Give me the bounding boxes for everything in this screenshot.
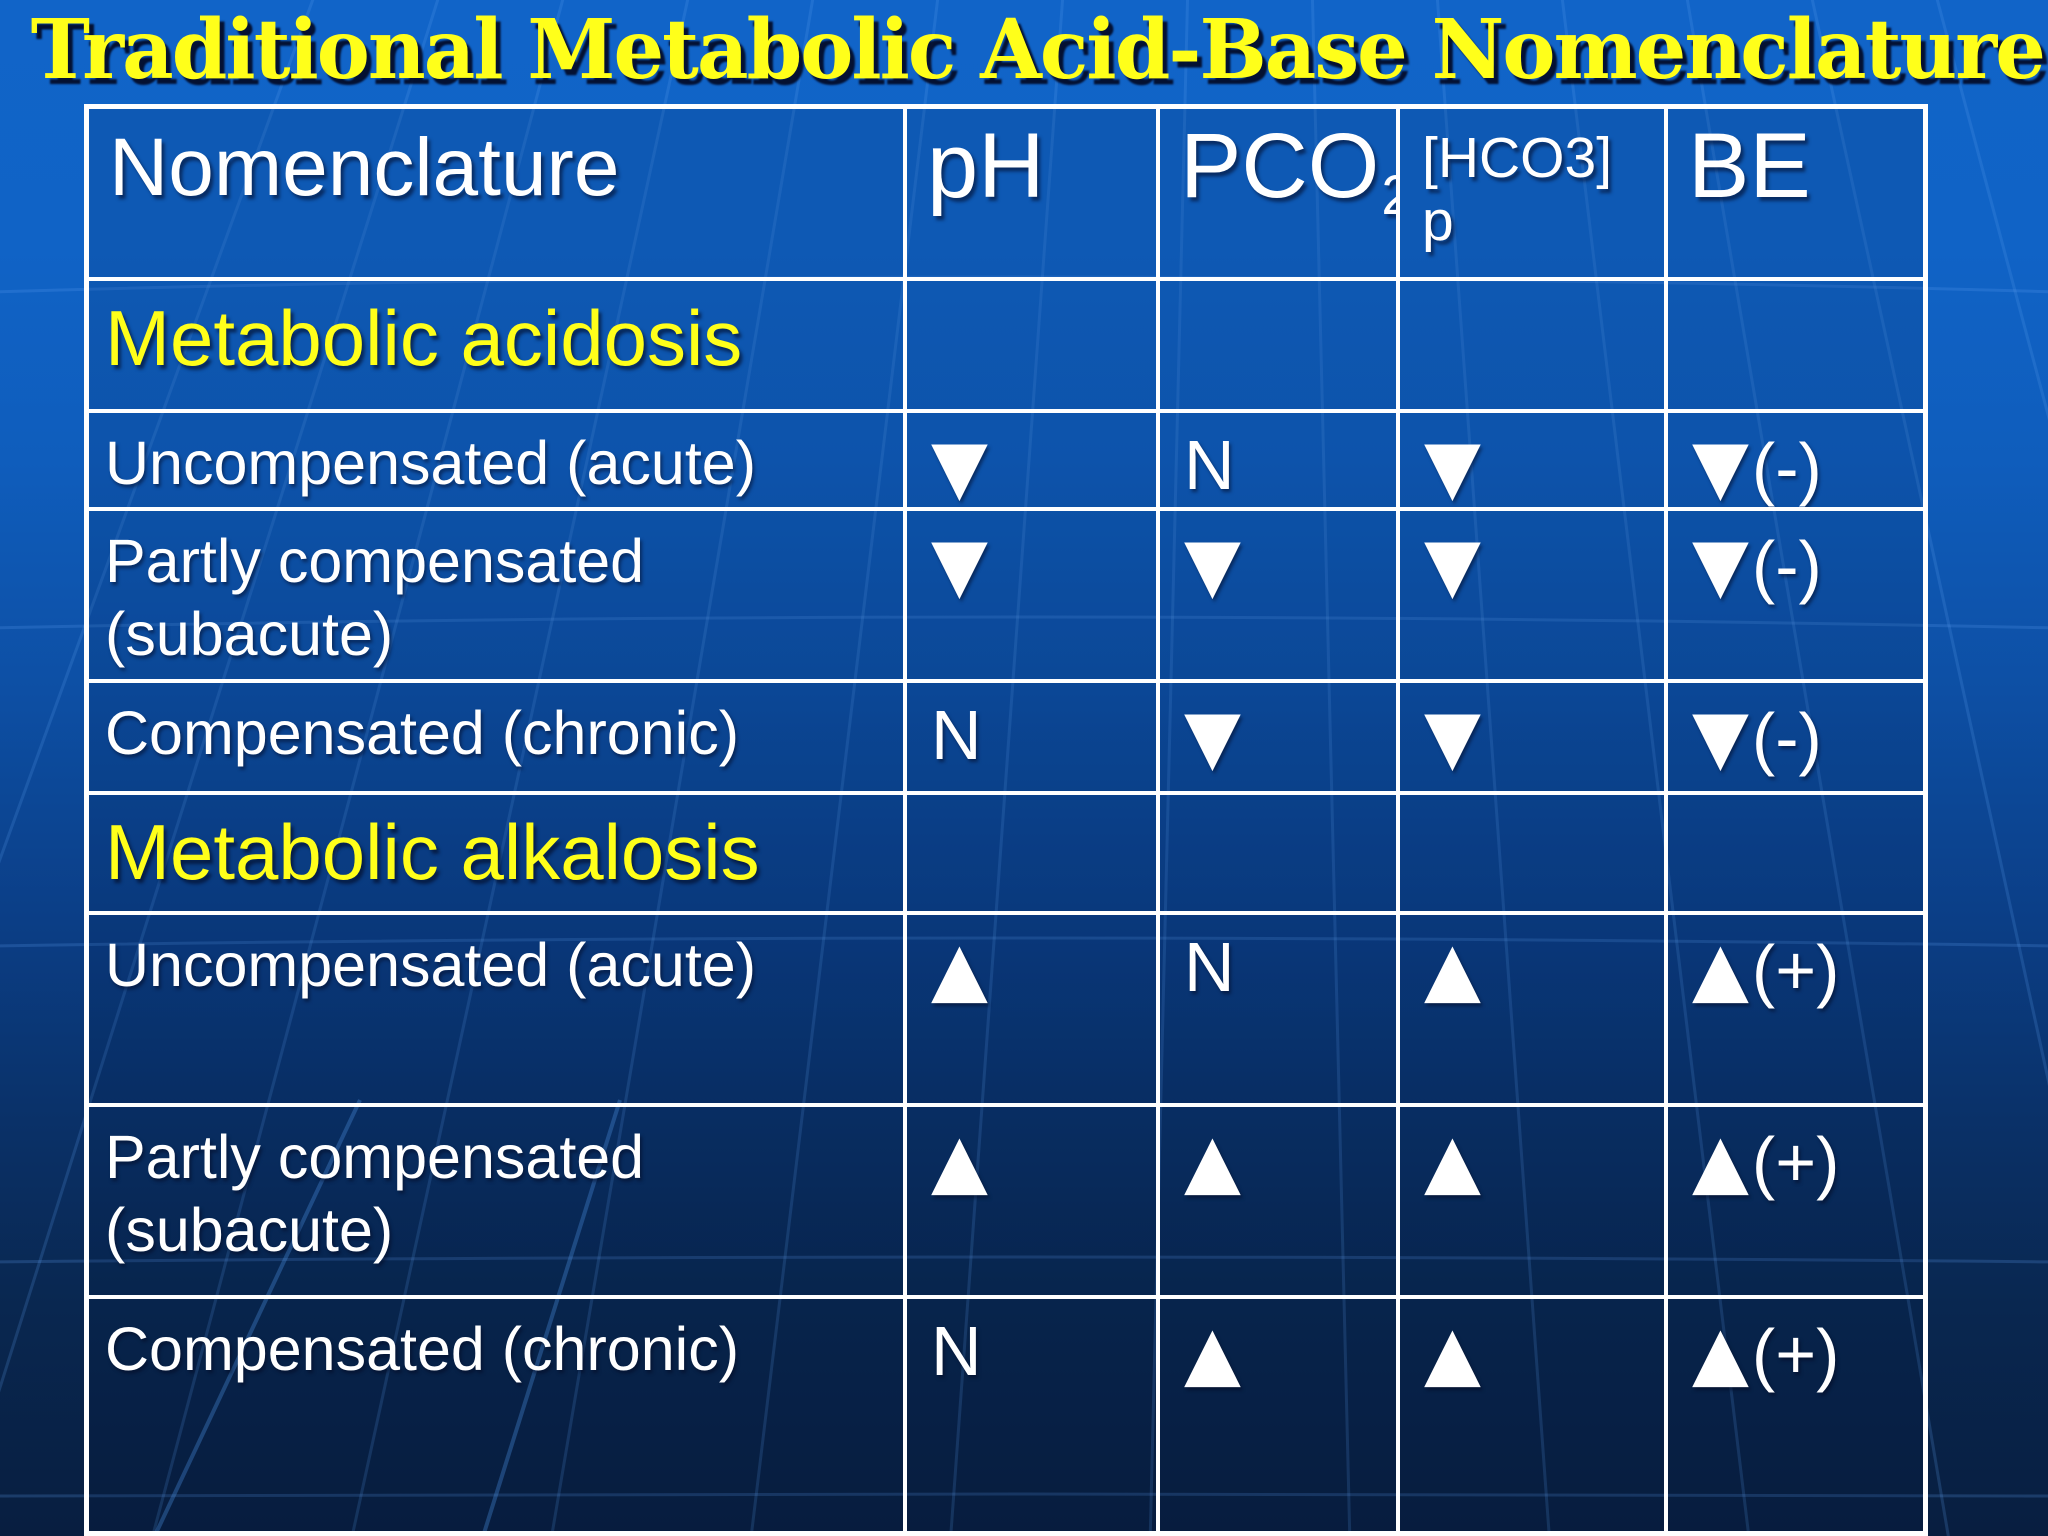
- cell-text: (-): [1751, 699, 1822, 777]
- cell-text: (+): [1751, 1315, 1840, 1393]
- up-arrow-icon: ▲: [1692, 1310, 1752, 1396]
- row-label-2: Partly compensated (subacute): [89, 511, 907, 683]
- up-arrow-icon: ▲: [1424, 926, 1484, 1012]
- cell-text: (-): [1751, 429, 1822, 507]
- down-arrow-icon: ▼: [1692, 522, 1752, 608]
- row-label-5: Uncompensated (acute): [89, 915, 907, 1107]
- cell-r2-ph: ▼: [907, 511, 1160, 683]
- cell-r0-be: [1668, 281, 1923, 413]
- cell-r7-pco2: ▲: [1160, 1299, 1400, 1531]
- cell-r3-be: ▼(-): [1668, 683, 1923, 795]
- cell-r3-hco3p: ▼: [1400, 683, 1668, 795]
- column-header-ph: pH: [907, 109, 1160, 281]
- row-label-4: Metabolic alkalosis: [89, 795, 907, 915]
- cell-r0-ph: [907, 281, 1160, 413]
- cell-r5-ph: ▲: [907, 915, 1160, 1107]
- cell-r0-pco2: [1160, 281, 1400, 413]
- cell-r6-be: ▲(+): [1668, 1107, 1923, 1299]
- cell-text: (+): [1751, 931, 1840, 1009]
- up-arrow-icon: ▲: [931, 1118, 991, 1204]
- cell-r1-ph: ▼: [907, 413, 1160, 511]
- down-arrow-icon: ▼: [1184, 694, 1244, 780]
- cell-r5-be: ▲(+): [1668, 915, 1923, 1107]
- cell-r4-pco2: [1160, 795, 1400, 915]
- down-arrow-icon: ▼: [931, 522, 991, 608]
- row-label-6: Partly compensated (subacute): [89, 1107, 907, 1299]
- cell-r3-pco2: ▼: [1160, 683, 1400, 795]
- cell-text: (+): [1751, 1123, 1840, 1201]
- down-arrow-icon: ▼: [1692, 694, 1752, 780]
- up-arrow-icon: ▲: [931, 926, 991, 1012]
- cell-r6-hco3p: ▲: [1400, 1107, 1668, 1299]
- cell-text: N: [1184, 928, 1235, 1006]
- column-header-be: BE: [1668, 109, 1923, 281]
- column-header-pco2: PCO2: [1160, 109, 1400, 281]
- cell-text: (-): [1751, 527, 1822, 605]
- cell-r4-ph: [907, 795, 1160, 915]
- cell-r7-ph: N: [907, 1299, 1160, 1531]
- row-label-3: Compensated (chronic): [89, 683, 907, 795]
- cell-text: N: [931, 696, 982, 774]
- up-arrow-icon: ▲: [1692, 1118, 1752, 1204]
- cell-r7-hco3p: ▲: [1400, 1299, 1668, 1531]
- up-arrow-icon: ▲: [1692, 926, 1752, 1012]
- up-arrow-icon: ▲: [1424, 1118, 1484, 1204]
- cell-text: N: [1184, 426, 1235, 504]
- row-label-1: Uncompensated (acute): [89, 413, 907, 511]
- down-arrow-icon: ▼: [1424, 694, 1484, 780]
- down-arrow-icon: ▼: [1692, 424, 1752, 510]
- down-arrow-icon: ▼: [1424, 522, 1484, 608]
- cell-r2-pco2: ▼: [1160, 511, 1400, 683]
- cell-r4-be: [1668, 795, 1923, 915]
- cell-text: N: [931, 1312, 982, 1390]
- cell-r1-pco2: N: [1160, 413, 1400, 511]
- wrapped-header-text: [HCO3] p: [1422, 126, 1613, 253]
- cell-r7-be: ▲(+): [1668, 1299, 1923, 1531]
- up-arrow-icon: ▲: [1184, 1310, 1244, 1396]
- cell-r1-be: ▼(-): [1668, 413, 1923, 511]
- up-arrow-icon: ▲: [1424, 1310, 1484, 1396]
- acid-base-table: NomenclaturepHPCO2[HCO3]p BE Metabolic aci…: [84, 104, 1928, 1536]
- cell-r3-ph: N: [907, 683, 1160, 795]
- slide-title: Traditional Metabolic Acid-Base Nomencla…: [30, 2, 2046, 98]
- row-label-7: Compensated (chronic): [89, 1299, 907, 1531]
- cell-r2-be: ▼(-): [1668, 511, 1923, 683]
- cell-r4-hco3p: [1400, 795, 1668, 915]
- subscript: 2: [1381, 164, 1396, 226]
- column-header-nomenclature: Nomenclature: [89, 109, 907, 281]
- cell-r5-hco3p: ▲: [1400, 915, 1668, 1107]
- cell-r6-pco2: ▲: [1160, 1107, 1400, 1299]
- column-header-hco3p: [HCO3] p: [1400, 109, 1668, 281]
- down-arrow-icon: ▼: [931, 424, 991, 510]
- cell-r1-hco3p: ▼: [1400, 413, 1668, 511]
- up-arrow-icon: ▲: [1184, 1118, 1244, 1204]
- cell-r6-ph: ▲: [907, 1107, 1160, 1299]
- down-arrow-icon: ▼: [1184, 522, 1244, 608]
- cell-r0-hco3p: [1400, 281, 1668, 413]
- cell-r5-pco2: N: [1160, 915, 1400, 1107]
- cell-r2-hco3p: ▼: [1400, 511, 1668, 683]
- down-arrow-icon: ▼: [1424, 424, 1484, 510]
- row-label-0: Metabolic acidosis: [89, 281, 907, 413]
